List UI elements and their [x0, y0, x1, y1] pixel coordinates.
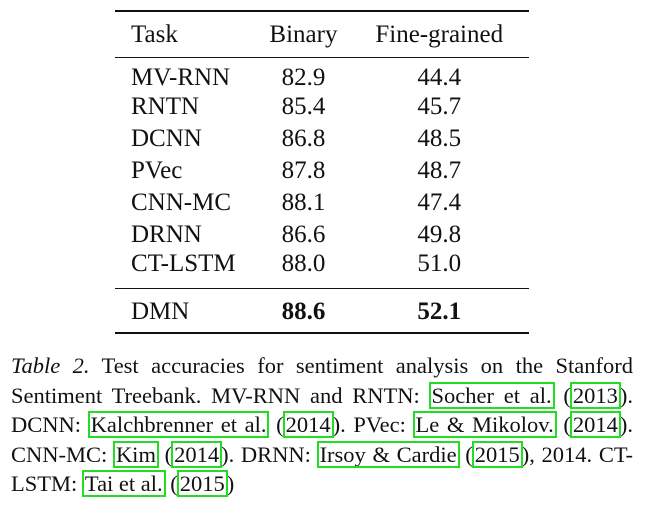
- task-cell: RNTN: [131, 93, 200, 121]
- binary-cell: 85.4: [281, 93, 326, 121]
- citation-year-link[interactable]: 2014: [569, 411, 621, 439]
- fine-grained-cell: 48.5: [417, 125, 462, 153]
- task-cell: DRNN: [131, 220, 202, 248]
- caption-text: Test accuracies for sentiment analysis o…: [11, 353, 634, 408]
- task-cell: DCNN: [131, 125, 202, 153]
- binary-cell: 88.1: [281, 188, 326, 216]
- citation-link[interactable]: Socher et al.: [428, 381, 555, 409]
- caption-label: Table 2.: [11, 353, 90, 378]
- caption-text: ): [226, 471, 235, 497]
- task-cell: MV-RNN: [131, 63, 231, 91]
- fine-grained-best-cell: 52.1: [417, 297, 462, 325]
- task-cell: PVec: [131, 156, 183, 184]
- fine-grained-cell: 48.7: [417, 156, 462, 184]
- table-row: CT-LSTM 88.0 51.0: [115, 250, 529, 289]
- fine-grained-cell: 47.4: [417, 188, 462, 216]
- binary-cell: 82.9: [281, 63, 326, 91]
- table-row: MV-RNN 82.9 44.4: [115, 57, 529, 92]
- citation-link[interactable]: Kim: [112, 440, 159, 468]
- binary-best-cell: 88.6: [281, 297, 326, 325]
- citation-link[interactable]: Kalchbrenner et al.: [87, 411, 270, 439]
- binary-cell: 87.8: [281, 156, 326, 184]
- header-fine-grained: Fine-grained: [375, 21, 504, 49]
- citation-year-link[interactable]: 2015: [176, 470, 228, 498]
- caption-text: ). DCNN:: [11, 382, 633, 438]
- table-row: CNN-MC 88.1 47.4: [115, 187, 529, 219]
- citation-link[interactable]: Irsoy & Cardie: [316, 440, 460, 468]
- caption-text: ), 2014. CT-LSTM:: [11, 441, 634, 497]
- citation-year-link[interactable]: 2013: [569, 381, 621, 409]
- header-binary: Binary: [269, 21, 338, 49]
- dmn-result-row: DMN 88.6 52.1: [115, 288, 529, 333]
- results-table-container: Task Binary Fine-grained MV-RNN 82.9 44.…: [115, 10, 529, 334]
- citation-link[interactable]: Le & Mikolov.: [412, 411, 557, 439]
- table-row: RNTN 85.4 45.7: [115, 92, 529, 124]
- table-row: DRNN 86.6 49.8: [115, 219, 529, 251]
- citation-year-link[interactable]: 2014: [171, 440, 223, 468]
- fine-grained-cell: 49.8: [417, 220, 462, 248]
- citation-link[interactable]: Tai et al.: [81, 470, 166, 498]
- fine-grained-cell: 44.4: [417, 63, 462, 91]
- table-row: PVec 87.8 48.7: [115, 155, 529, 187]
- fine-grained-cell: 51.0: [417, 250, 462, 278]
- binary-cell: 86.8: [281, 125, 326, 153]
- table-caption: Table 2. Test accuracies for sentiment a…: [11, 353, 634, 498]
- caption-text: ). DRNN:: [221, 441, 318, 467]
- binary-cell: 88.0: [281, 250, 326, 278]
- citation-year-link[interactable]: 2014: [282, 411, 334, 439]
- results-table: Task Binary Fine-grained MV-RNN 82.9 44.…: [115, 10, 529, 334]
- caption-text: ). PVec:: [332, 412, 414, 438]
- table-header-row: Task Binary Fine-grained: [115, 11, 529, 57]
- task-cell: DMN: [131, 297, 190, 325]
- caption-text: ). CNN-MC:: [11, 412, 633, 467]
- table-row: DCNN 86.8 48.5: [115, 123, 529, 155]
- task-cell: CNN-MC: [131, 188, 232, 216]
- header-task: Task: [131, 21, 178, 49]
- task-cell: CT-LSTM: [131, 250, 236, 278]
- fine-grained-cell: 45.7: [417, 93, 462, 121]
- binary-cell: 86.6: [281, 220, 326, 248]
- citation-year-link[interactable]: 2015: [471, 440, 523, 468]
